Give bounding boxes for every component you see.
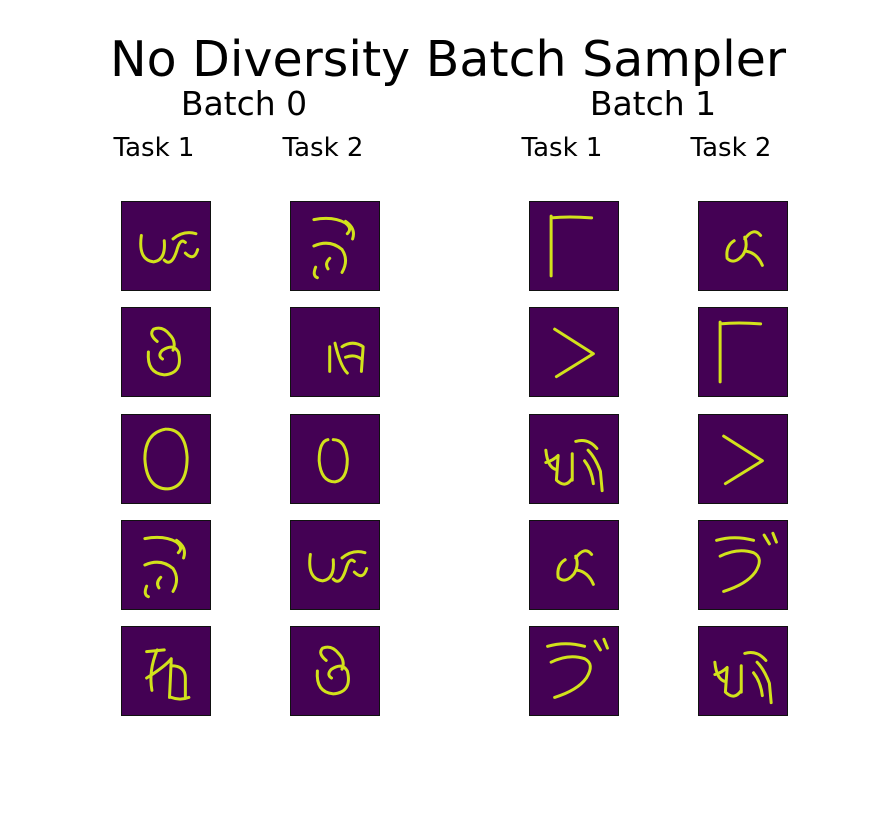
sample-image-b1-t2-3 xyxy=(698,520,788,610)
glyph-char-k xyxy=(556,549,595,586)
sample-image-b1-t2-2 xyxy=(698,414,788,504)
glyph-char-h xyxy=(549,214,594,278)
sample-image-b0-t1-0 xyxy=(121,201,211,291)
sample-image-b1-t2-1 xyxy=(698,307,788,397)
sample-image-b1-t1-1 xyxy=(529,307,619,397)
glyph-char-k xyxy=(725,230,764,267)
batch-0-title: Batch 0 xyxy=(180,84,308,123)
sample-image-b0-t2-2 xyxy=(290,414,380,504)
figure-title: No Diversity Batch Sampler xyxy=(109,31,787,88)
glyph-char-l xyxy=(715,531,778,593)
glyph-char-b xyxy=(315,645,350,696)
glyph-char-d xyxy=(143,535,186,599)
batch-1-title: Batch 1 xyxy=(589,84,717,123)
batch-1-task-1-label: Task 1 xyxy=(521,133,603,163)
sample-image-b0-t1-3 xyxy=(121,520,211,610)
sample-image-b1-t2-4 xyxy=(698,626,788,716)
sample-image-b0-t2-0 xyxy=(290,201,380,291)
glyph-char-j xyxy=(713,651,773,705)
sample-image-b1-t1-4 xyxy=(529,626,619,716)
glyph-char-g xyxy=(317,438,349,484)
glyph-char-f xyxy=(328,341,365,375)
glyph-char-j xyxy=(544,439,604,493)
glyph-char-a xyxy=(308,550,369,583)
sample-image-b0-t1-2 xyxy=(121,414,211,504)
sample-image-b1-t1-3 xyxy=(529,520,619,610)
glyph-char-i xyxy=(722,434,764,486)
sample-image-b0-t2-4 xyxy=(290,626,380,716)
glyph-char-a xyxy=(139,231,200,264)
glyph-char-l xyxy=(546,637,609,699)
batch-0-task-2-label: Task 2 xyxy=(282,133,364,163)
sample-image-b0-t2-3 xyxy=(290,520,380,610)
glyph-char-i xyxy=(553,327,595,379)
sample-image-b0-t1-1 xyxy=(121,307,211,397)
glyph-char-c xyxy=(143,427,189,491)
glyph-char-b xyxy=(146,326,181,377)
sample-image-b1-t1-2 xyxy=(529,414,619,504)
sample-image-b1-t1-0 xyxy=(529,201,619,291)
batch-0-task-1-label: Task 1 xyxy=(113,133,195,163)
sample-image-b0-t1-4 xyxy=(121,626,211,716)
glyph-char-d xyxy=(312,216,355,280)
sample-image-b0-t2-1 xyxy=(290,307,380,397)
glyph-char-h xyxy=(718,320,763,384)
glyph-char-e xyxy=(145,648,191,701)
batch-1-task-2-label: Task 2 xyxy=(690,133,772,163)
sample-image-b1-t2-0 xyxy=(698,201,788,291)
